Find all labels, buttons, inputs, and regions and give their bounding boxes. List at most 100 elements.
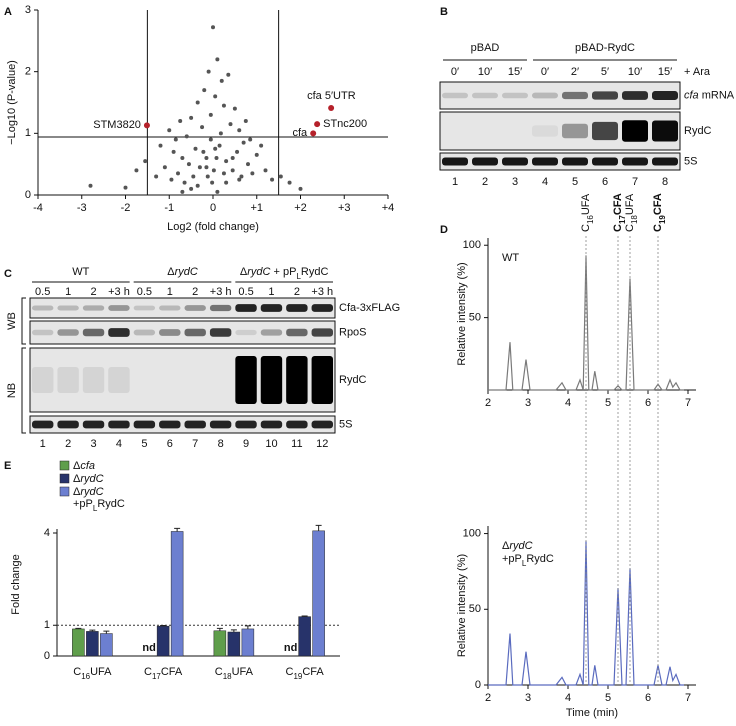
band [57, 329, 79, 336]
point [237, 128, 242, 133]
point [143, 159, 148, 164]
band [108, 305, 130, 311]
text-segment: C [144, 666, 152, 678]
point [211, 25, 215, 30]
point [287, 180, 292, 185]
text-segment: Δ [240, 266, 248, 278]
band [286, 356, 308, 404]
lane-number: 4 [116, 438, 122, 450]
time-label: 0′ [451, 66, 459, 78]
time-label: 15′ [508, 66, 522, 78]
x-tick-label: +2 [294, 202, 307, 214]
text-segment: L [296, 272, 301, 281]
band [442, 92, 468, 99]
error-bar [301, 615, 308, 617]
text-segment: UFA [580, 193, 592, 215]
y-axis-title: −Log10 (P-value) [6, 60, 18, 145]
text-segment: cfa [80, 460, 95, 472]
band [442, 157, 468, 166]
legend-label: ΔrydC [73, 473, 104, 485]
time-label: 0′ [541, 66, 549, 78]
y-tick-label: 4 [44, 527, 50, 539]
lane-number: 8 [218, 438, 224, 450]
x-tick-label: -1 [164, 202, 174, 214]
blot-row [29, 415, 336, 434]
text-segment: C [612, 224, 624, 232]
row-label: RydC [339, 374, 367, 386]
lane-number: 11 [291, 438, 302, 450]
y-axis-title: Fold change [10, 554, 22, 615]
point [162, 165, 167, 170]
lane-number: 3 [512, 176, 518, 188]
row-label: 5S [684, 155, 697, 167]
time-label: 2 [90, 286, 96, 298]
text-segment: 18 [630, 215, 639, 224]
band [652, 91, 678, 100]
text-segment: C [652, 224, 664, 232]
x-tick-label: C16UFA [73, 666, 112, 681]
point [193, 146, 198, 151]
text-segment: UFA [624, 193, 636, 215]
x-tick-label: 7 [685, 692, 691, 704]
point [88, 183, 93, 188]
band [592, 157, 618, 166]
error-bar [315, 524, 322, 531]
text-segment: RydC [301, 266, 329, 278]
text-segment: +pP [73, 498, 93, 510]
series-label: WT [502, 252, 519, 264]
x-tick-label: +1 [250, 202, 263, 214]
time-label: 0.5 [238, 286, 253, 298]
lane-number: 2 [65, 438, 71, 450]
point [201, 149, 206, 154]
point [202, 88, 207, 93]
lane-number: 9 [243, 438, 249, 450]
text-segment: 17 [618, 215, 627, 224]
error-bar [103, 630, 110, 634]
text-segment: UFA [232, 666, 254, 678]
text-segment: Δ [73, 460, 81, 472]
band [311, 304, 333, 312]
band [260, 356, 283, 404]
point [215, 189, 220, 194]
band [209, 420, 232, 429]
bar [227, 631, 241, 657]
section-bracket [21, 347, 26, 434]
lane-number: 7 [192, 438, 198, 450]
text-segment: Δ [502, 540, 510, 552]
text-segment: 16 [81, 672, 90, 681]
point [169, 177, 174, 182]
x-tick-label: 3 [525, 692, 531, 704]
band [32, 329, 54, 336]
point [278, 174, 283, 179]
point [195, 100, 200, 105]
point [221, 103, 226, 108]
band [82, 367, 105, 393]
time-label: 2 [294, 286, 300, 298]
point [221, 171, 226, 176]
point [217, 143, 222, 148]
peak-label: C16UFA [580, 193, 595, 232]
x-tick-label: -4 [33, 202, 43, 214]
point [235, 149, 240, 154]
text-segment: mRNA [699, 89, 735, 101]
legend-swatch [59, 473, 70, 484]
band [592, 91, 618, 100]
x-tick-label: +3 [338, 202, 351, 214]
band [133, 305, 156, 311]
band [502, 157, 528, 166]
bar [241, 628, 255, 657]
point [239, 174, 244, 179]
point [195, 183, 200, 188]
group-label: ΔrydC [167, 266, 198, 278]
panel-label: A [4, 6, 12, 18]
point [204, 156, 209, 160]
x-tick-label: 4 [565, 692, 571, 704]
band [532, 125, 558, 137]
band [260, 329, 283, 336]
trace [488, 541, 684, 686]
x-axis-title: Time (min) [566, 707, 618, 719]
text-segment: C [73, 666, 81, 678]
band [622, 157, 648, 166]
band [311, 356, 333, 404]
highlight-point [310, 130, 317, 137]
